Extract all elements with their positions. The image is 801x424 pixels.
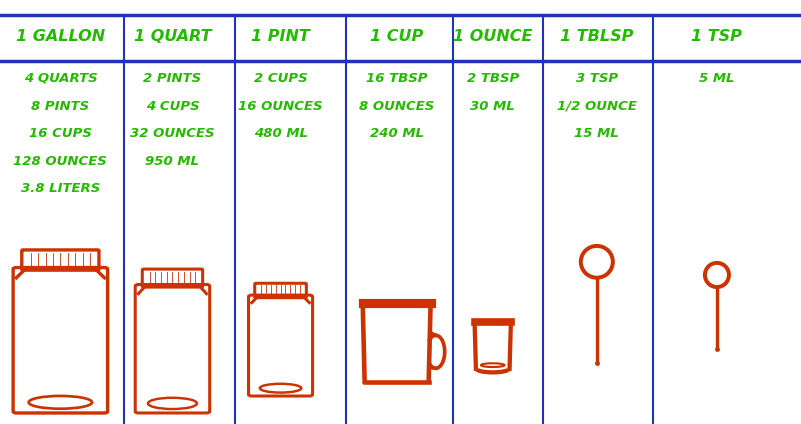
Text: 1 QUART: 1 QUART bbox=[134, 28, 211, 44]
Text: 128 OUNCES: 128 OUNCES bbox=[14, 155, 107, 167]
Text: 4 QUARTS: 4 QUARTS bbox=[23, 72, 97, 85]
Text: 2 CUPS: 2 CUPS bbox=[254, 72, 308, 85]
Text: 1 GALLON: 1 GALLON bbox=[16, 28, 105, 44]
Text: 30 ML: 30 ML bbox=[470, 100, 515, 112]
Text: 15 ML: 15 ML bbox=[574, 127, 619, 140]
Text: 32 OUNCES: 32 OUNCES bbox=[131, 127, 215, 140]
Text: 3.8 LITERS: 3.8 LITERS bbox=[21, 182, 100, 195]
Text: 8 OUNCES: 8 OUNCES bbox=[359, 100, 434, 112]
Text: 480 ML: 480 ML bbox=[254, 127, 308, 140]
Text: 1 TBLSP: 1 TBLSP bbox=[560, 28, 634, 44]
Text: 2 TBSP: 2 TBSP bbox=[467, 72, 519, 85]
Text: 1 PINT: 1 PINT bbox=[252, 28, 310, 44]
Text: 240 ML: 240 ML bbox=[369, 127, 424, 140]
Text: 16 CUPS: 16 CUPS bbox=[29, 127, 92, 140]
Text: 16 TBSP: 16 TBSP bbox=[366, 72, 428, 85]
Text: 3 TSP: 3 TSP bbox=[576, 72, 618, 85]
Text: 1 TSP: 1 TSP bbox=[691, 28, 743, 44]
Text: 16 OUNCES: 16 OUNCES bbox=[239, 100, 323, 112]
Text: 8 PINTS: 8 PINTS bbox=[31, 100, 90, 112]
Text: 5 ML: 5 ML bbox=[699, 72, 735, 85]
Text: 1/2 OUNCE: 1/2 OUNCE bbox=[557, 100, 637, 112]
Text: 4 CUPS: 4 CUPS bbox=[146, 100, 199, 112]
Text: 1 OUNCE: 1 OUNCE bbox=[453, 28, 533, 44]
Text: 2 PINTS: 2 PINTS bbox=[143, 72, 202, 85]
Text: 1 CUP: 1 CUP bbox=[370, 28, 423, 44]
Text: 950 ML: 950 ML bbox=[146, 155, 199, 167]
